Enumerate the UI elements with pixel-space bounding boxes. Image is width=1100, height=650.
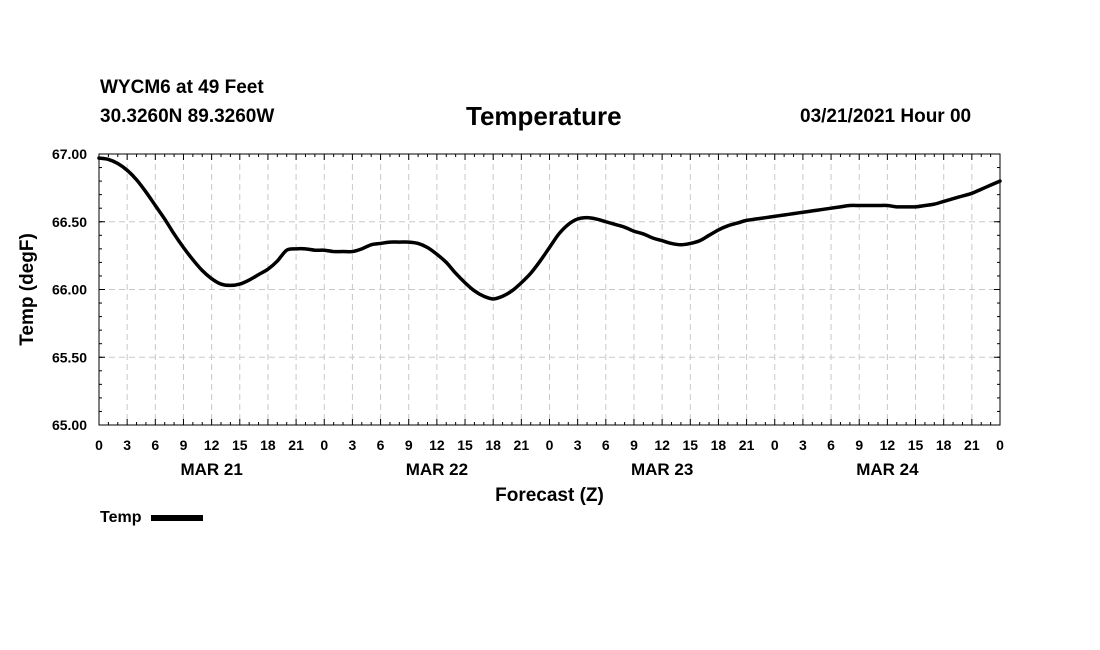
x-tick-label: 18 — [711, 437, 727, 453]
x-tick-label: 12 — [654, 437, 670, 453]
x-axis-label: Forecast (Z) — [495, 485, 604, 506]
x-tick-label: 3 — [123, 437, 131, 453]
x-tick-label: 21 — [514, 437, 530, 453]
x-tick-label: 0 — [95, 437, 103, 453]
x-tick-label: 21 — [288, 437, 304, 453]
x-tick-label: 9 — [855, 437, 863, 453]
chart-title: Temperature — [466, 101, 622, 131]
y-tick-label: 66.00 — [52, 282, 87, 298]
x-tick-label: 9 — [630, 437, 638, 453]
x-day-label: MAR 24 — [856, 460, 919, 479]
x-tick-label: 0 — [771, 437, 779, 453]
x-tick-label: 9 — [405, 437, 413, 453]
x-tick-label: 6 — [151, 437, 159, 453]
x-tick-label: 0 — [546, 437, 554, 453]
x-tick-label: 12 — [429, 437, 445, 453]
x-tick-label: 6 — [602, 437, 610, 453]
y-tick-label: 67.00 — [52, 146, 87, 162]
legend-swatch — [151, 515, 204, 521]
grid-lines — [99, 154, 1000, 425]
x-tick-label: 0 — [320, 437, 328, 453]
x-tick-label: 15 — [908, 437, 924, 453]
x-tick-label: 15 — [232, 437, 248, 453]
x-tick-label: 15 — [682, 437, 698, 453]
temp-series-line — [97, 156, 1002, 301]
x-axis-day-labels: MAR 21 MAR 22 MAR 23 MAR 24 — [180, 460, 919, 479]
x-tick-label: 3 — [574, 437, 582, 453]
x-tick-label: 6 — [827, 437, 835, 453]
forecast-run-time: 03/21/2021 Hour 00 — [800, 106, 972, 127]
y-axis-ticks: 65.00 65.50 66.00 66.50 67.00 — [52, 146, 1000, 433]
x-day-label: MAR 22 — [406, 460, 468, 479]
x-tick-label: 21 — [964, 437, 980, 453]
x-axis-ticks: 0 3 6 9 12 15 18 21 0 3 6 9 12 15 18 21 0 3 6 9 12 15 18 21 0 3 6 9… — [95, 154, 1004, 453]
y-tick-label: 65.00 — [52, 417, 87, 433]
y-axis-label: Temp (degF) — [17, 233, 38, 346]
x-tick-label: 21 — [739, 437, 755, 453]
legend: Temp — [100, 509, 204, 527]
x-tick-label: 18 — [936, 437, 952, 453]
x-tick-label: 15 — [457, 437, 473, 453]
x-tick-label: 0 — [996, 437, 1004, 453]
x-day-label: MAR 21 — [180, 460, 242, 479]
x-tick-label: 3 — [349, 437, 357, 453]
x-day-label: MAR 23 — [631, 460, 693, 479]
y-tick-label: 65.50 — [52, 349, 87, 365]
x-tick-label: 3 — [799, 437, 807, 453]
x-tick-label: 6 — [377, 437, 385, 453]
x-tick-label: 18 — [260, 437, 276, 453]
x-tick-label: 18 — [485, 437, 501, 453]
legend-label: Temp — [100, 509, 142, 526]
station-name: WYCM6 at 49 Feet — [100, 77, 264, 98]
y-tick-label: 66.50 — [52, 214, 87, 230]
x-tick-label: 12 — [204, 437, 220, 453]
x-tick-label: 9 — [180, 437, 188, 453]
station-coordinates: 30.3260N 89.3260W — [100, 106, 275, 127]
x-tick-label: 12 — [880, 437, 896, 453]
